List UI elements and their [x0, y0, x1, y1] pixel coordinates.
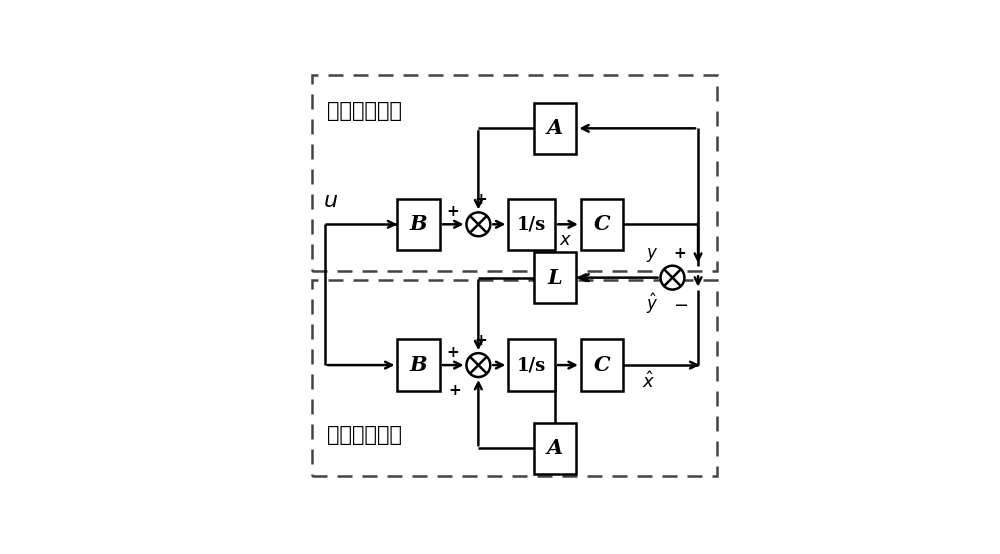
FancyBboxPatch shape	[534, 102, 576, 154]
Circle shape	[466, 212, 490, 236]
Circle shape	[661, 266, 684, 290]
Text: 龙伯格观测器: 龙伯格观测器	[327, 425, 402, 445]
FancyBboxPatch shape	[508, 340, 555, 391]
Text: $\hat{x}$: $\hat{x}$	[642, 372, 656, 392]
FancyBboxPatch shape	[581, 199, 623, 250]
Text: 1/s: 1/s	[517, 356, 546, 374]
Text: $-$: $-$	[673, 295, 688, 312]
FancyBboxPatch shape	[534, 423, 576, 474]
Text: +: +	[474, 192, 487, 207]
Text: C: C	[594, 214, 610, 234]
FancyBboxPatch shape	[508, 199, 555, 250]
Text: $\mathit{u}$: $\mathit{u}$	[323, 189, 338, 212]
Text: +: +	[449, 383, 461, 398]
Text: 线性定常系统: 线性定常系统	[327, 101, 402, 121]
Text: C: C	[594, 355, 610, 375]
Text: B: B	[410, 214, 427, 234]
FancyBboxPatch shape	[534, 252, 576, 303]
Text: A: A	[547, 119, 563, 138]
Text: B: B	[410, 355, 427, 375]
FancyBboxPatch shape	[581, 340, 623, 391]
Text: +: +	[446, 345, 459, 360]
FancyBboxPatch shape	[397, 340, 440, 391]
Text: A: A	[547, 438, 563, 458]
Text: 1/s: 1/s	[517, 216, 546, 233]
Text: $y$: $y$	[646, 245, 658, 264]
Text: L: L	[548, 268, 562, 288]
Text: $x$: $x$	[559, 230, 572, 249]
Text: $\hat{y}$: $\hat{y}$	[646, 292, 658, 316]
Text: +: +	[446, 204, 459, 219]
Text: +: +	[474, 333, 487, 348]
Text: +: +	[673, 247, 686, 261]
Circle shape	[466, 353, 490, 377]
FancyBboxPatch shape	[397, 199, 440, 250]
